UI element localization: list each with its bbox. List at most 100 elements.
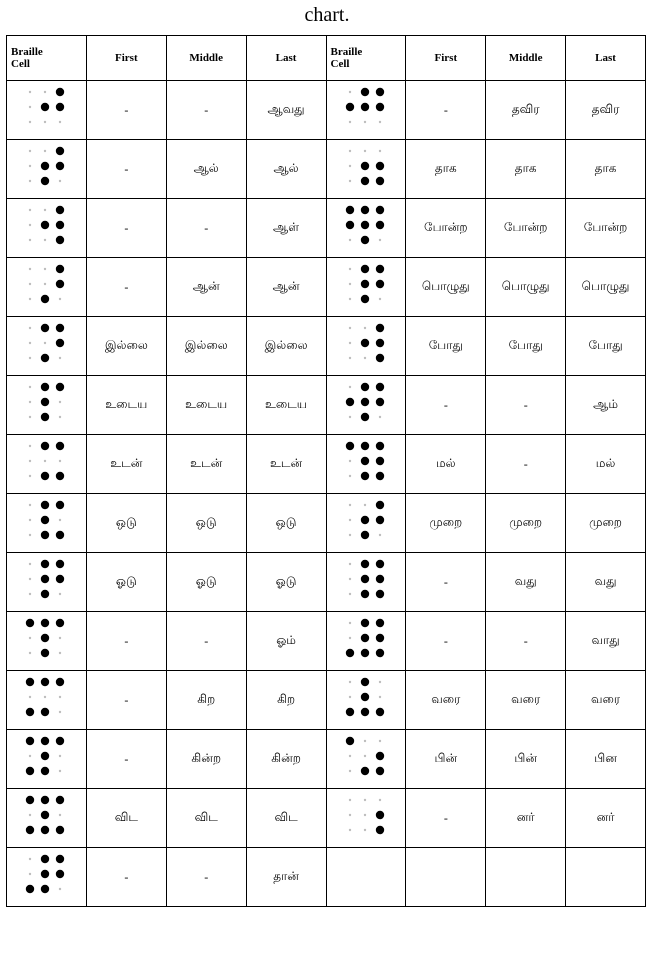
table-row: ஓடுஓடுஓடு-வதுவது [7, 553, 646, 612]
cell-middle: ஓடு [166, 553, 246, 612]
cell-first: ஒடு [86, 494, 166, 553]
cell-last: ஆன் [246, 258, 326, 317]
braille-cell-icon [23, 793, 69, 839]
braille-cell-icon [343, 85, 389, 131]
braille-cell-icon [23, 85, 69, 131]
cell-first: - [86, 848, 166, 907]
col-header: Middle [486, 36, 566, 81]
braille-cell-icon [343, 321, 389, 367]
braille-cell [326, 671, 406, 730]
braille-cell-icon [23, 439, 69, 485]
braille-cell-icon [343, 675, 389, 721]
cell-last: பொழுது [566, 258, 646, 317]
cell-last: ஆல் [246, 140, 326, 199]
table-row: இல்லைஇல்லைஇல்லைபோதுபோதுபோது [7, 317, 646, 376]
braille-cell [7, 612, 87, 671]
braille-cell [326, 81, 406, 140]
col-header: BrailleCell [7, 36, 87, 81]
cell-middle: உடைய [166, 376, 246, 435]
cell-middle: - [166, 199, 246, 258]
braille-cell [7, 848, 87, 907]
cell-last: தான் [246, 848, 326, 907]
braille-cell-icon [343, 557, 389, 603]
braille-cell [326, 258, 406, 317]
cell-first: பின் [406, 730, 486, 789]
cell-middle: வரை [486, 671, 566, 730]
table-row: -கிறகிறவரைவரைவரை [7, 671, 646, 730]
cell-middle: ஆல் [166, 140, 246, 199]
cell-last: வது [566, 553, 646, 612]
braille-cell-icon [343, 203, 389, 249]
braille-cell-icon [23, 675, 69, 721]
cell-last: முறை [566, 494, 646, 553]
page-title: chart. [0, 4, 654, 27]
braille-cell [326, 317, 406, 376]
braille-cell [326, 553, 406, 612]
cell-middle: உடன் [166, 435, 246, 494]
table-row: விடவிடவிட-னர்னர் [7, 789, 646, 848]
braille-chart-table: BrailleCellFirstMiddleLastBrailleCellFir… [6, 35, 646, 907]
cell-last: ஆம் [566, 376, 646, 435]
cell-first: - [406, 376, 486, 435]
col-header: BrailleCell [326, 36, 406, 81]
cell-first: - [86, 671, 166, 730]
table-row: -கின்றகின்றபின்பின்பின [7, 730, 646, 789]
braille-cell [7, 435, 87, 494]
cell-last: தவிர [566, 81, 646, 140]
cell-middle: ஒடு [166, 494, 246, 553]
cell-last: விட [246, 789, 326, 848]
cell-middle: தவிர [486, 81, 566, 140]
table-row: உடையஉடையஉடைய--ஆம் [7, 376, 646, 435]
cell-first: - [406, 81, 486, 140]
braille-cell [326, 376, 406, 435]
braille-cell-icon [23, 498, 69, 544]
cell-last: ஒடு [246, 494, 326, 553]
braille-cell-icon [343, 380, 389, 426]
cell-last: கிற [246, 671, 326, 730]
braille-cell [7, 789, 87, 848]
braille-cell [7, 671, 87, 730]
cell-middle: ஆன் [166, 258, 246, 317]
cell-middle: பின் [486, 730, 566, 789]
braille-cell [326, 140, 406, 199]
cell-middle: - [486, 435, 566, 494]
braille-cell-icon [23, 203, 69, 249]
braille-cell-icon [23, 852, 69, 898]
cell-last: இல்லை [246, 317, 326, 376]
braille-cell-icon [23, 144, 69, 190]
empty-cell [486, 848, 566, 907]
cell-middle: பொழுது [486, 258, 566, 317]
cell-middle: இல்லை [166, 317, 246, 376]
cell-last: வரை [566, 671, 646, 730]
cell-middle: விட [166, 789, 246, 848]
braille-cell [326, 730, 406, 789]
cell-first: - [406, 553, 486, 612]
empty-cell [406, 848, 486, 907]
table-row: --ஆவது-தவிரதவிர [7, 81, 646, 140]
cell-middle: கிற [166, 671, 246, 730]
cell-first: விட [86, 789, 166, 848]
cell-first: - [86, 140, 166, 199]
table-row: --ஆள்போன்றபோன்றபோன்ற [7, 199, 646, 258]
braille-cell [7, 317, 87, 376]
cell-first: இல்லை [86, 317, 166, 376]
cell-first: - [86, 612, 166, 671]
cell-first: போன்ற [406, 199, 486, 258]
cell-middle: தாக [486, 140, 566, 199]
table-row: -ஆன்ஆன்பொழுதுபொழுதுபொழுது [7, 258, 646, 317]
cell-last: ஓம் [246, 612, 326, 671]
cell-middle: போன்ற [486, 199, 566, 258]
table-row: --தான் [7, 848, 646, 907]
cell-middle: - [166, 612, 246, 671]
cell-middle: முறை [486, 494, 566, 553]
cell-middle: - [166, 848, 246, 907]
braille-cell-icon [23, 321, 69, 367]
braille-cell [326, 199, 406, 258]
table-row: உடன்உடன்உடன்மல்-மல் [7, 435, 646, 494]
braille-cell [7, 494, 87, 553]
cell-last: போன்ற [566, 199, 646, 258]
braille-cell [7, 258, 87, 317]
cell-middle: கின்ற [166, 730, 246, 789]
cell-first: மல் [406, 435, 486, 494]
cell-middle: வது [486, 553, 566, 612]
